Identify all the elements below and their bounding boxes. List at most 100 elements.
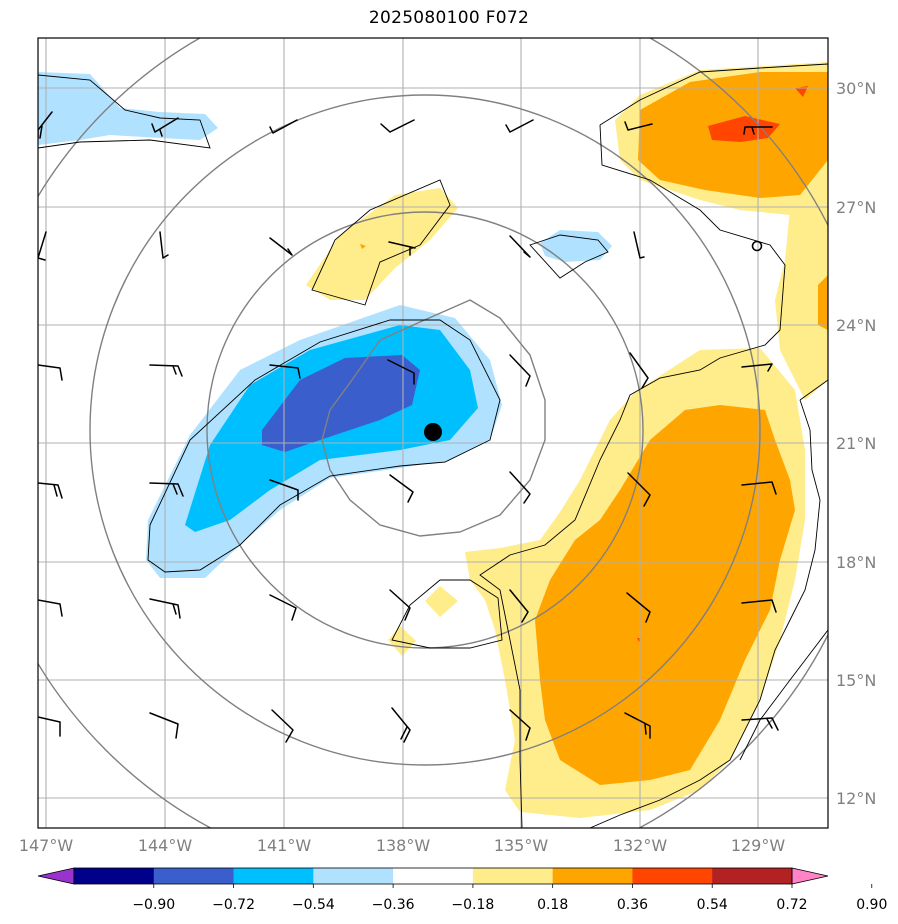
- wind-barb: [269, 119, 298, 134]
- wind-barb: [38, 364, 63, 381]
- negative-anomaly-area: [38, 72, 218, 145]
- wind-barb: [627, 472, 651, 507]
- wind-barb: [269, 594, 297, 621]
- colorbar-segment: [74, 868, 155, 884]
- contour-lines: [38, 63, 828, 828]
- wind-barb: [509, 589, 529, 623]
- colorbar-extend-high: [791, 867, 829, 885]
- colorbar-tick-label: −0.18: [451, 897, 494, 913]
- wind-barb: [269, 479, 299, 501]
- wind-barb: [387, 359, 415, 385]
- lat-label: 21°N: [836, 434, 876, 453]
- colorbar-segment: [393, 868, 474, 884]
- colorbar-segment: [233, 868, 314, 884]
- map-frame: [37, 37, 829, 829]
- wind-barb: [380, 119, 415, 133]
- wind-barbs: [38, 111, 779, 743]
- wind-barb: [388, 241, 416, 256]
- colorbar-segment: [712, 868, 793, 884]
- wind-barb: [38, 599, 63, 617]
- positive-anomaly-area: [535, 405, 795, 785]
- wind-barb: [149, 712, 179, 739]
- colorbar-tick-label: 0.54: [697, 897, 728, 913]
- lat-label: 24°N: [836, 316, 876, 335]
- reference-point-marker: [751, 240, 763, 252]
- lon-label: 129°W: [731, 836, 786, 855]
- lon-label: 147°W: [19, 836, 74, 855]
- wind-barb: [624, 121, 653, 131]
- graticule: [38, 38, 828, 828]
- colorbar-tick-label: −0.54: [292, 897, 335, 913]
- wind-barb: [269, 237, 293, 256]
- colorbar: −0.90 −0.72 −0.54 −0.36 −0.18 0.18 0.36 0.54 0.7…: [37, 867, 887, 913]
- lon-label: 132°W: [613, 836, 668, 855]
- wind-barb: [509, 354, 531, 387]
- wind-barb: [741, 599, 777, 613]
- wind-barb: [38, 716, 61, 737]
- wind-barb: [38, 111, 53, 139]
- wind-barb: [741, 363, 773, 372]
- wind-barb: [389, 589, 411, 621]
- range-ring: [89, 94, 761, 766]
- colorbar-tick-label: −0.36: [372, 897, 415, 913]
- wind-barb: [38, 482, 63, 499]
- colorbar-segment: [472, 868, 554, 884]
- colorbar-frame: [73, 867, 793, 885]
- wind-barb: [624, 712, 651, 739]
- lat-label: 27°N: [836, 198, 876, 217]
- wind-barb: [271, 709, 294, 743]
- range-rings: [38, 38, 828, 828]
- wind-barb: [633, 231, 645, 259]
- wind-barb: [149, 482, 184, 497]
- wind-barb: [149, 364, 183, 377]
- wind-barb: [741, 717, 779, 731]
- negative-anomaly-area: [540, 230, 612, 262]
- plot-title: 2025080100 F072: [368, 8, 530, 28]
- wind-barb: [509, 235, 531, 258]
- positive-anomaly-area: [388, 626, 416, 656]
- wind-barb: [505, 119, 534, 133]
- positive-anomaly-area: [818, 275, 828, 330]
- wind-barb: [269, 364, 301, 379]
- wind-barb: [741, 481, 777, 495]
- positive-anomaly-area: [360, 244, 366, 249]
- colorbar-tick-label: −0.90: [132, 897, 175, 913]
- colorbar-extend-low: [37, 867, 75, 885]
- negative-anomaly-area: [262, 355, 420, 452]
- colorbar-tick-label: 0.90: [856, 897, 887, 913]
- wind-barb: [159, 231, 169, 259]
- positive-anomaly-area: [795, 86, 808, 97]
- colorbar-tick-label: 0.18: [537, 897, 568, 913]
- range-ring: [321, 299, 546, 537]
- lat-label: 15°N: [836, 671, 876, 690]
- wind-barb: [743, 126, 773, 135]
- wind-barb: [38, 231, 47, 261]
- positive-anomaly-area: [775, 200, 828, 400]
- colorbar-tick-label: 0.36: [617, 897, 648, 913]
- wind-barb: [391, 707, 411, 743]
- wind-barb: [389, 474, 414, 503]
- positive-anomaly-area: [306, 188, 458, 300]
- colorbar-tick-label: −0.72: [212, 897, 255, 913]
- lon-label: 144°W: [138, 836, 193, 855]
- lat-label: 18°N: [836, 553, 876, 572]
- lat-label: 12°N: [836, 789, 876, 808]
- wind-barb: [149, 598, 181, 619]
- wind-barb: [151, 117, 179, 137]
- colorbar-segment: [313, 868, 394, 884]
- colorbar-segment: [552, 868, 633, 884]
- range-ring: [206, 211, 644, 649]
- positive-anomaly-area: [425, 586, 458, 617]
- longitude-labels: 147°W 144°W 141°W 138°W 135°W 132°W 129°…: [19, 836, 786, 855]
- wind-barb: [509, 709, 531, 741]
- storm-center-marker: [424, 423, 442, 441]
- lon-label: 141°W: [257, 836, 312, 855]
- wind-barb: [509, 471, 531, 504]
- colorbar-segment: [153, 868, 235, 884]
- wind-barb: [629, 352, 649, 389]
- lon-label: 138°W: [376, 836, 431, 855]
- colorbar-tick-label: 0.72: [776, 897, 807, 913]
- wind-barb: [626, 592, 651, 623]
- lon-label: 135°W: [494, 836, 549, 855]
